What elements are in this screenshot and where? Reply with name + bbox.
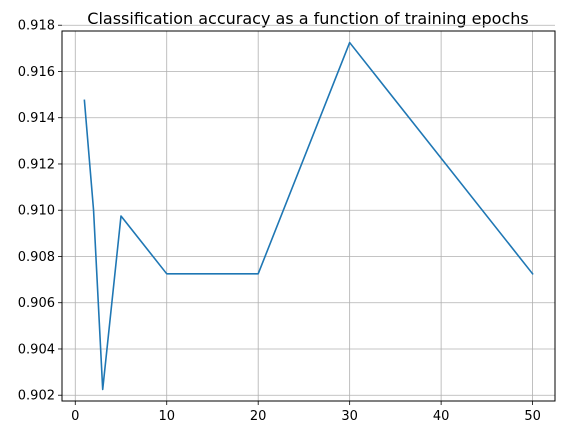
x-tick-label: 30 — [341, 409, 358, 424]
x-tick-label: 40 — [433, 409, 450, 424]
x-tick-label: 0 — [71, 409, 79, 424]
y-tick-label: 0.906 — [18, 296, 55, 311]
y-tick-label: 0.904 — [18, 342, 55, 357]
y-tick-label: 0.916 — [18, 65, 55, 80]
series-line — [83, 41, 534, 391]
y-tick-label: 0.908 — [18, 250, 55, 265]
y-tick-label: 0.918 — [18, 19, 55, 34]
x-tick-label: 10 — [158, 409, 175, 424]
y-tick-label: 0.910 — [18, 204, 55, 219]
y-tick-label: 0.914 — [18, 111, 55, 126]
x-tick-label: 20 — [250, 409, 267, 424]
y-tick-label: 0.912 — [18, 157, 55, 172]
tick-layer: 0 10 20 30 40 50 0.902 0.904 0.906 0.908 0.910 0.91… — [18, 19, 541, 424]
y-tick-label: 0.902 — [18, 389, 55, 404]
chart-title: Classification accuracy as a function of… — [87, 9, 528, 28]
series-layer — [83, 41, 534, 391]
grid-layer — [62, 24, 555, 401]
x-tick-label: 50 — [524, 409, 541, 424]
plot-frame — [61, 30, 556, 402]
